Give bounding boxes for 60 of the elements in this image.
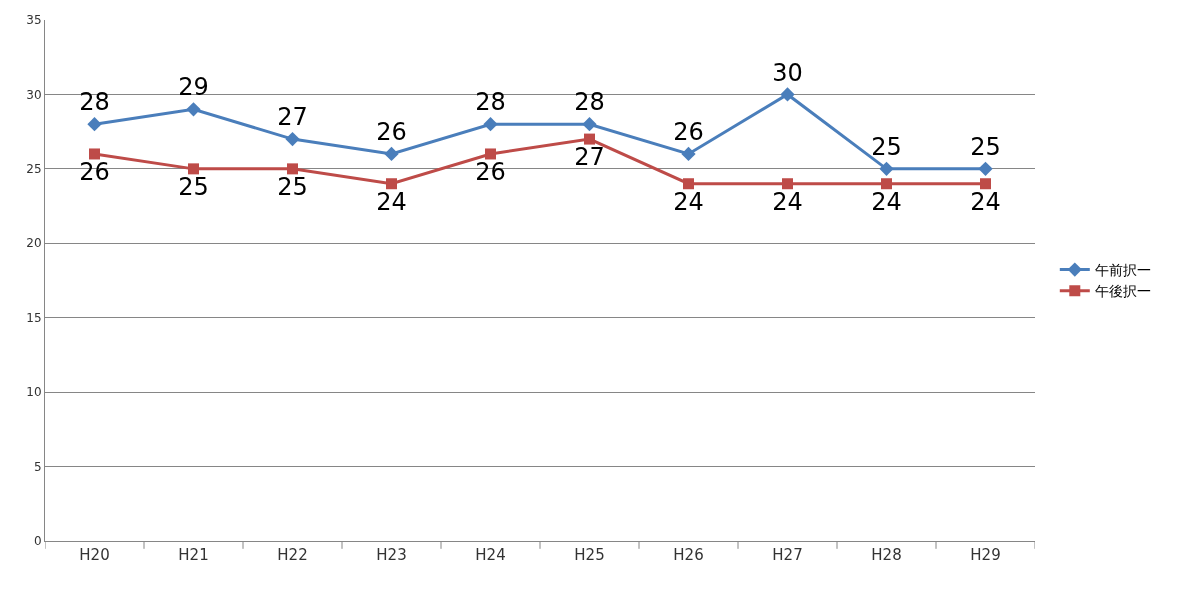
- point: [87, 117, 102, 132]
- y-tick-label: 0: [33, 534, 42, 549]
- data-label: 30: [772, 58, 803, 87]
- point: [285, 131, 300, 147]
- data-label: 27: [574, 142, 605, 171]
- y-tick-label: 15: [26, 310, 42, 325]
- data-label: 25: [970, 132, 1001, 161]
- point: [782, 178, 793, 190]
- y-tick-label: 20: [26, 236, 42, 251]
- data-label: 25: [178, 172, 209, 201]
- data-label: 27: [277, 103, 308, 132]
- x-tick-label: H20: [79, 546, 110, 564]
- data-label: 24: [673, 187, 704, 216]
- data-label: 24: [376, 187, 407, 216]
- point: [89, 148, 100, 160]
- data-label: 28: [79, 88, 110, 117]
- x-tick-label: H24: [475, 546, 506, 564]
- point: [881, 178, 892, 190]
- point: [384, 146, 399, 162]
- x-tick-label: H21: [178, 546, 209, 564]
- data-label: 26: [673, 118, 704, 147]
- point: [980, 178, 991, 190]
- data-label: 26: [475, 157, 506, 186]
- point: [780, 87, 795, 102]
- data-label: 24: [871, 187, 902, 216]
- legend-label: 午前択一: [1094, 262, 1151, 279]
- y-tick-label: 10: [26, 385, 42, 400]
- x-tick-label: H25: [574, 546, 605, 564]
- x-tick-label: H23: [376, 546, 407, 564]
- x-tick-label: H22: [277, 546, 308, 564]
- x-tick-label: H27: [772, 546, 803, 564]
- point: [582, 117, 597, 132]
- point: [584, 133, 595, 145]
- data-label: 28: [574, 88, 605, 117]
- data-label: 25: [277, 172, 308, 201]
- data-label: 24: [970, 187, 1001, 216]
- data-label: 26: [376, 118, 407, 147]
- point: [287, 163, 298, 175]
- legend-label: 午後択一: [1094, 283, 1151, 300]
- point: [681, 146, 696, 162]
- y-tick-label: 5: [33, 459, 42, 474]
- y-tick-label: 35: [26, 13, 42, 28]
- point: [188, 163, 199, 175]
- point: [186, 102, 201, 117]
- data-label: 25: [871, 132, 902, 161]
- point: [386, 178, 397, 190]
- y-tick-label: 25: [26, 162, 42, 177]
- data-label: 24: [772, 187, 803, 216]
- y-tick-label: 30: [26, 87, 42, 102]
- data-label: 28: [475, 88, 506, 117]
- x-tick-label: H29: [970, 546, 1001, 564]
- x-tick-label: H28: [871, 546, 902, 564]
- data-label: 26: [79, 157, 110, 186]
- point: [485, 148, 496, 160]
- data-label: 29: [178, 73, 209, 102]
- point: [879, 161, 894, 177]
- point: [483, 117, 498, 132]
- x-tick-label: H26: [673, 546, 704, 564]
- point: [978, 161, 993, 177]
- point: [683, 178, 694, 190]
